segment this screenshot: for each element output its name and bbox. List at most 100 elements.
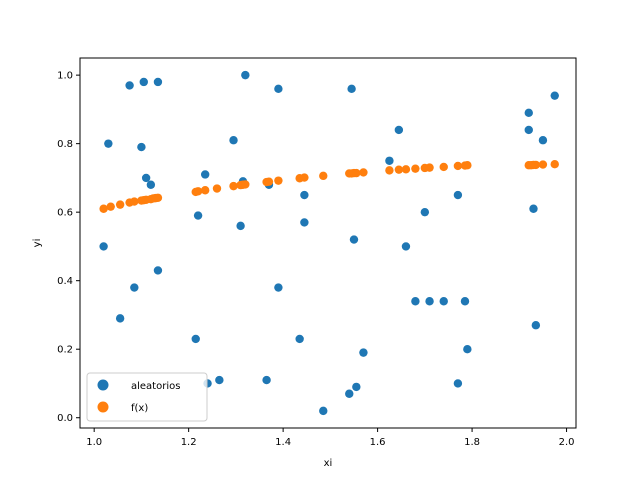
- point-f-x: [241, 180, 250, 189]
- point-aleatorios: [463, 345, 472, 354]
- point-aleatorios: [425, 297, 434, 306]
- point-f-x: [453, 161, 463, 171]
- x-tick-label: 1.6: [370, 437, 386, 448]
- point-f-x: [550, 160, 559, 169]
- x-tick-label: 1.0: [86, 437, 102, 448]
- point-aleatorios: [153, 266, 163, 275]
- legend-label-aleatorios: aleatorios: [131, 381, 180, 392]
- plot-area: [80, 58, 576, 428]
- point-aleatorios: [401, 242, 411, 251]
- point-aleatorios: [538, 136, 548, 145]
- point-aleatorios: [385, 156, 394, 165]
- point-f-x: [264, 177, 274, 186]
- point-f-x: [300, 173, 309, 182]
- point-f-x: [193, 187, 203, 196]
- point-aleatorios: [125, 81, 134, 90]
- point-f-x: [439, 162, 448, 172]
- point-f-x: [153, 193, 163, 202]
- point-f-x: [212, 184, 222, 193]
- legend-box: [86, 372, 208, 422]
- point-aleatorios: [274, 283, 283, 292]
- point-f-x: [359, 168, 368, 177]
- point-f-x: [200, 186, 210, 195]
- point-aleatorios: [359, 348, 368, 357]
- point-aleatorios: [300, 218, 309, 227]
- point-aleatorios: [153, 77, 163, 87]
- point-aleatorios: [319, 406, 328, 416]
- point-aleatorios: [524, 108, 533, 118]
- data-points: [99, 70, 559, 416]
- y-axis-ticks: 0.0 0.2 0.4 0.6 0.8 1.0: [57, 71, 80, 424]
- x-tick-label: 1.4: [275, 437, 291, 448]
- point-aleatorios: [262, 375, 271, 385]
- point-f-x: [538, 160, 548, 169]
- point-aleatorios: [394, 125, 404, 135]
- point-aleatorios: [130, 283, 139, 292]
- point-aleatorios: [229, 136, 238, 145]
- y-tick-label: 1.0: [57, 71, 73, 82]
- point-aleatorios: [137, 142, 146, 152]
- point-f-x: [319, 171, 328, 181]
- y-axis-label: yi: [32, 239, 43, 248]
- y-tick-label: 0.0: [57, 413, 73, 424]
- point-f-x: [274, 176, 283, 185]
- point-aleatorios: [347, 84, 356, 94]
- point-aleatorios: [531, 321, 541, 330]
- y-tick-label: 0.8: [57, 139, 73, 150]
- point-aleatorios: [274, 84, 283, 94]
- y-tick-label: 0.2: [57, 345, 73, 356]
- point-f-x: [99, 204, 108, 213]
- legend-marker-aleatorios: [97, 379, 109, 391]
- plot-frame: [79, 57, 577, 429]
- point-aleatorios: [453, 190, 463, 200]
- point-f-x: [229, 181, 238, 191]
- point-f-x: [394, 165, 404, 174]
- point-f-x: [401, 165, 411, 174]
- legend-marker-f-x: [97, 401, 109, 413]
- point-aleatorios: [453, 379, 463, 388]
- point-f-x: [130, 197, 139, 206]
- point-aleatorios: [104, 139, 113, 148]
- point-f-x: [463, 161, 472, 170]
- point-aleatorios: [349, 235, 359, 244]
- point-aleatorios: [300, 190, 309, 200]
- point-aleatorios: [236, 221, 245, 231]
- point-aleatorios: [146, 180, 156, 189]
- x-axis-ticks: 1.0 1.2 1.4 1.6 1.8 2.0: [86, 428, 575, 448]
- point-aleatorios: [439, 297, 448, 306]
- y-tick-label: 0.4: [57, 276, 73, 287]
- point-aleatorios: [460, 297, 470, 306]
- point-aleatorios: [420, 207, 430, 217]
- x-tick-label: 2.0: [559, 437, 575, 448]
- point-aleatorios: [524, 125, 533, 135]
- x-axis-label: xi: [324, 458, 333, 469]
- point-aleatorios: [352, 382, 361, 392]
- point-f-x: [425, 163, 434, 172]
- x-tick-label: 1.2: [181, 437, 197, 448]
- y-tick-label: 0.6: [57, 208, 73, 219]
- point-aleatorios: [99, 242, 108, 251]
- point-aleatorios: [411, 297, 420, 306]
- point-aleatorios: [200, 170, 210, 179]
- point-f-x: [352, 168, 361, 178]
- point-aleatorios: [550, 91, 559, 100]
- point-f-x: [106, 202, 115, 211]
- point-f-x: [411, 164, 420, 173]
- point-f-x: [385, 166, 394, 175]
- point-aleatorios: [141, 173, 151, 183]
- point-aleatorios: [215, 375, 224, 385]
- point-aleatorios: [345, 389, 354, 398]
- point-aleatorios: [295, 334, 304, 344]
- legend: aleatorios f(x): [86, 372, 208, 422]
- point-aleatorios: [191, 334, 200, 344]
- point-aleatorios: [193, 211, 203, 220]
- x-tick-label: 1.8: [464, 437, 480, 448]
- point-f-x: [531, 160, 541, 170]
- point-f-x: [115, 200, 125, 209]
- legend-label-f-x: f(x): [131, 403, 148, 414]
- point-aleatorios: [139, 77, 148, 87]
- point-aleatorios: [115, 314, 125, 323]
- point-aleatorios: [529, 204, 538, 213]
- point-aleatorios: [241, 70, 250, 80]
